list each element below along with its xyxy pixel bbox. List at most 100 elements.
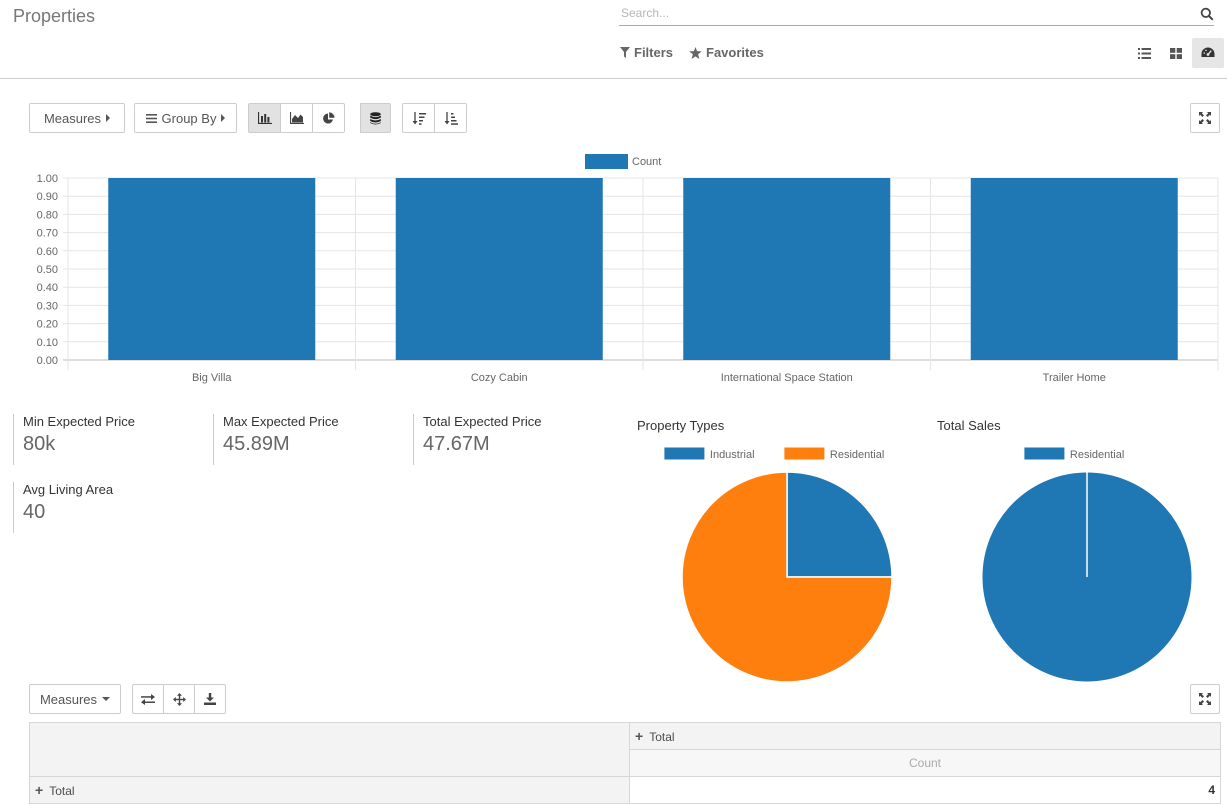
kanban-view-button[interactable] (1160, 38, 1192, 68)
y-tick-label: 0.70 (37, 228, 58, 240)
y-tick-label: 0.30 (37, 300, 58, 312)
bars-icon (145, 113, 157, 123)
bar[interactable] (970, 178, 1178, 360)
favorites-label: Favorites (706, 45, 764, 60)
y-tick-label: 0.00 (37, 355, 58, 367)
group-by-dropdown[interactable]: Group By (134, 103, 237, 133)
pivot-actions-group (132, 684, 226, 714)
dashboard-view-icon (1201, 47, 1215, 57)
pivot-corner-cell (29, 722, 630, 777)
legend-swatch (1023, 446, 1066, 461)
pivot-measure-header[interactable]: Count (629, 749, 1221, 777)
legend-swatch-count (585, 154, 628, 169)
y-tick-label: 0.90 (37, 191, 58, 203)
favorites-button[interactable]: Favorites (689, 45, 764, 60)
y-tick-label: 0.40 (37, 282, 58, 294)
kpi-avg-living-area[interactable]: Avg Living Area 40 (13, 482, 113, 533)
expand-all-icon (172, 692, 186, 706)
legend-label: Residential (1070, 449, 1124, 461)
chart-type-group (248, 103, 345, 133)
kpi-total-expected-price[interactable]: Total Expected Price 47.67M (413, 414, 542, 465)
star-icon (689, 46, 702, 59)
kpi-label: Total Expected Price (423, 414, 542, 429)
y-tick-label: 0.80 (37, 209, 58, 221)
y-tick-label: 1.00 (37, 173, 58, 185)
sort-descending-icon (412, 111, 426, 125)
search-bar (619, 2, 1214, 26)
y-tick-label: 0.50 (37, 264, 58, 276)
bar-chart: Count 0.00 0.10 0.20 0.30 0.40 0.50 0.60 0.70 0.… (37, 154, 1219, 384)
pie-chart-property-types: Industrial Residential (663, 446, 893, 683)
stacked-button[interactable] (360, 103, 391, 133)
stacked-toggle-group (360, 103, 391, 133)
database-icon (370, 111, 381, 124)
kpi-label: Avg Living Area (23, 482, 114, 497)
caret-down-icon (102, 697, 111, 701)
pie-title-total-sales: Total Sales (937, 418, 1001, 433)
control-panel: Properties Filters Favorites (0, 0, 1227, 79)
page-title: Properties (13, 6, 96, 26)
bar-chart-button[interactable] (248, 103, 281, 133)
view-switcher (1128, 38, 1224, 68)
search-icon[interactable] (1200, 7, 1214, 21)
expand-icon (1199, 112, 1211, 124)
kpi-min-expected-price[interactable]: Min Expected Price 80k (13, 414, 135, 465)
y-tick-label: 0.20 (37, 319, 58, 331)
legend-label-count: Count (632, 156, 661, 168)
caret-right-icon (106, 114, 111, 122)
filters-label: Filters (634, 45, 674, 60)
bar-chart-icon (257, 112, 272, 124)
bar[interactable] (683, 178, 891, 360)
pivot-table: + Total Count + Total 4 (29, 722, 1221, 804)
x-tick-label: Trailer Home (1043, 372, 1106, 384)
line-chart-button[interactable] (280, 103, 313, 133)
plus-icon: + (35, 782, 44, 798)
flip-axis-button[interactable] (132, 684, 164, 714)
graph-fullscreen-button[interactable] (1190, 103, 1220, 133)
plus-icon: + (635, 728, 644, 744)
sort-ascending-button[interactable] (434, 103, 467, 133)
y-tick-label: 0.10 (37, 337, 58, 349)
x-tick-label: Cozy Cabin (471, 372, 528, 384)
filter-icon (620, 47, 630, 58)
kpi-value: 47.67M (423, 433, 490, 455)
line-chart-icon (289, 112, 304, 124)
download-button[interactable] (194, 684, 226, 714)
pivot-cell-value[interactable]: 4 (629, 776, 1221, 804)
legend-label: Industrial (710, 449, 755, 461)
bar[interactable] (395, 178, 603, 360)
sort-ascending-icon (444, 111, 458, 125)
pivot-fullscreen-button[interactable] (1190, 684, 1220, 714)
pivot-column-header[interactable]: + Total (629, 722, 1221, 750)
y-tick-label: 0.60 (37, 246, 58, 258)
legend-swatch (783, 446, 826, 461)
expand-icon (1199, 693, 1211, 705)
group-by-label: Group By (161, 110, 217, 126)
pie-slice[interactable] (786, 471, 893, 578)
pivot-measures-label: Measures (39, 691, 98, 707)
expand-all-button[interactable] (163, 684, 195, 714)
pie-chart-total-sales: Residential (981, 446, 1193, 683)
legend-label: Residential (830, 449, 884, 461)
list-view-icon (1137, 47, 1151, 59)
legend-swatch (663, 446, 706, 461)
pie-chart-icon (323, 111, 335, 123)
kpi-max-expected-price[interactable]: Max Expected Price 45.89M (213, 414, 339, 465)
pie-slice[interactable] (681, 471, 893, 683)
pivot-row-header[interactable]: + Total (29, 776, 630, 804)
flip-axis-icon (141, 693, 155, 705)
measures-dropdown[interactable]: Measures (29, 103, 125, 133)
pie-chart-button[interactable] (312, 103, 345, 133)
search-input[interactable] (621, 6, 1181, 20)
caret-right-icon (221, 114, 226, 122)
x-tick-label: International Space Station (721, 372, 853, 384)
pivot-measures-dropdown[interactable]: Measures (29, 684, 121, 714)
dashboard-view-button[interactable] (1192, 38, 1224, 68)
bar[interactable] (108, 178, 316, 360)
filters-button[interactable]: Filters (620, 45, 673, 60)
sort-descending-button[interactable] (402, 103, 435, 133)
pivot-row-header-label: Total (49, 784, 75, 798)
pie-title-property-types: Property Types (637, 418, 725, 433)
pivot-column-header-label: Total (649, 730, 675, 744)
list-view-button[interactable] (1128, 38, 1160, 68)
